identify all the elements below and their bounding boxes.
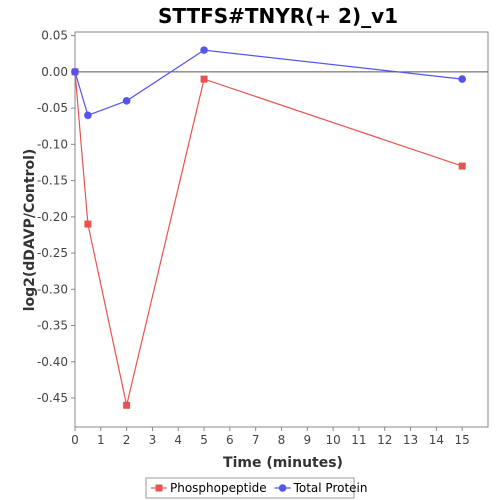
legend-box bbox=[145, 477, 355, 499]
x-tick-label: 0 bbox=[71, 433, 79, 447]
data-point-phosphopeptide bbox=[84, 220, 92, 228]
x-tick-label: 11 bbox=[351, 433, 366, 447]
x-tick-label: 12 bbox=[377, 433, 392, 447]
y-tick-label: -0.15 bbox=[37, 174, 68, 188]
y-tick-label: -0.10 bbox=[37, 137, 68, 151]
x-tick-label: 2 bbox=[123, 433, 131, 447]
x-tick-label: 10 bbox=[325, 433, 340, 447]
x-tick-label: 15 bbox=[455, 433, 470, 447]
x-tick-label: 3 bbox=[149, 433, 157, 447]
x-tick-label: 14 bbox=[429, 433, 444, 447]
y-tick-label: 0.00 bbox=[41, 65, 68, 79]
data-point-phosphopeptide bbox=[123, 401, 131, 409]
y-tick-label: -0.35 bbox=[37, 319, 68, 333]
chart-title: STTFS#TNYR(+ 2)_v1 bbox=[158, 4, 398, 28]
data-point-total-protein bbox=[458, 75, 466, 83]
legend-item-total-protein: Total Protein bbox=[274, 481, 368, 495]
y-tick-label: 0.05 bbox=[41, 29, 68, 43]
legend: Phosphopeptide Total Protein bbox=[145, 477, 368, 499]
data-point-total-protein bbox=[200, 46, 208, 54]
x-tick-label: 9 bbox=[303, 433, 311, 447]
x-tick-label: 6 bbox=[226, 433, 234, 447]
x-tick-label: 4 bbox=[174, 433, 182, 447]
legend-item-phosphopeptide: Phosphopeptide bbox=[151, 481, 267, 495]
data-point-phosphopeptide bbox=[458, 162, 466, 170]
data-point-total-protein bbox=[71, 68, 79, 76]
data-point-total-protein bbox=[122, 97, 131, 105]
plot-area bbox=[74, 31, 489, 428]
x-tick-label: 13 bbox=[403, 433, 418, 447]
x-tick-label: 8 bbox=[278, 433, 286, 447]
series-layer bbox=[71, 46, 466, 409]
legend-label: Phosphopeptide bbox=[170, 481, 267, 495]
x-axis-title: Time (minutes) bbox=[223, 455, 343, 471]
y-axis-title: log2(dDAVP/Control) bbox=[22, 149, 38, 312]
y-tick-label: -0.25 bbox=[37, 246, 68, 260]
y-axis: 0.05 0.00 -0.05 -0.10 -0.15 -0.20 -0.25 -0.30 -0… bbox=[37, 29, 75, 405]
y-tick-label: -0.05 bbox=[37, 101, 68, 115]
data-point-phosphopeptide bbox=[200, 75, 208, 83]
x-tick-label: 7 bbox=[252, 433, 260, 447]
legend-label: Total Protein bbox=[293, 481, 368, 495]
x-axis: 0 1 2 3 4 5 6 7 8 9 10 11 12 13 14 15 bbox=[71, 427, 470, 447]
y-tick-label: -0.30 bbox=[37, 282, 68, 296]
legend-marker bbox=[155, 484, 163, 492]
data-point-total-protein bbox=[84, 111, 92, 120]
x-tick-label: 1 bbox=[97, 433, 105, 447]
x-tick-label: 5 bbox=[200, 433, 208, 447]
legend-marker bbox=[278, 484, 287, 492]
y-tick-label: -0.40 bbox=[37, 355, 68, 369]
y-tick-label: -0.45 bbox=[37, 391, 68, 405]
y-tick-label: -0.20 bbox=[37, 210, 68, 224]
